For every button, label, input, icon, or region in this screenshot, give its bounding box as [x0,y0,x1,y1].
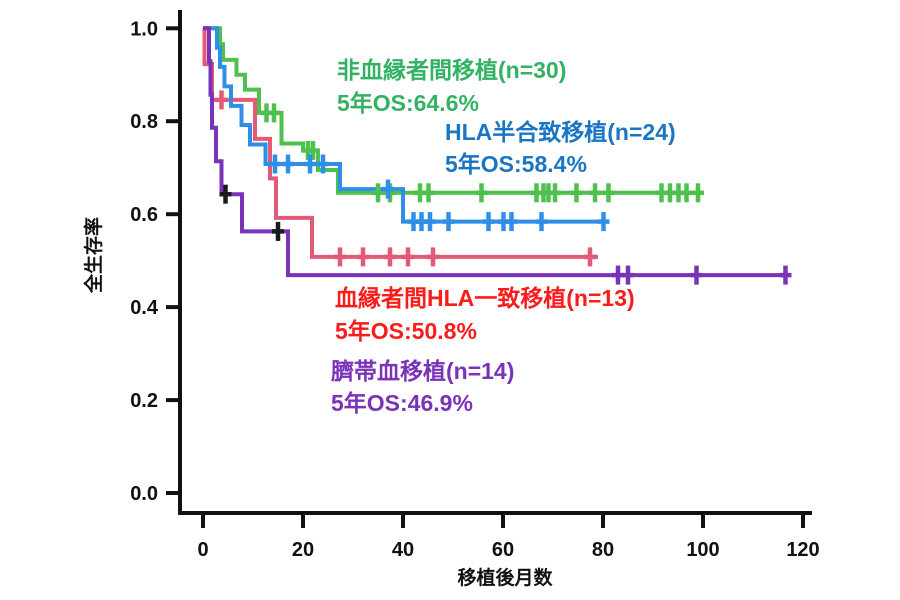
y-axis-title: 全生存率 [82,217,105,294]
x-tick-label: 0 [197,539,208,561]
legend-unrelated-donor-os: 5年OS:64.6% [337,90,479,116]
x-axis-title: 移植後月数 [457,566,553,589]
x-axis-ticks: 0 20 40 60 80 100 120 [197,513,820,561]
curve-cord-blood [203,26,786,278]
y-tick-label: 1.0 [130,18,158,40]
censor-marks [215,90,792,285]
legend-related-hla-matched-os: 5年OS:50.8% [335,318,477,344]
legend-cord-blood-name: 臍帯血移植(n=14) [331,358,514,384]
x-tick-label: 20 [292,539,314,561]
y-tick-label: 0.8 [130,111,158,133]
curve-unrelated-donor [203,26,698,195]
x-tick-label: 80 [592,539,614,561]
x-tick-label: 60 [492,539,514,561]
curve-hla-haploidentical [203,26,604,224]
y-tick-label: 0.6 [130,204,158,226]
x-tick-label: 40 [392,539,414,561]
survival-curves [202,26,786,278]
y-tick-label: 0.0 [130,483,158,505]
legend-cord-blood-os: 5年OS:46.9% [331,390,473,416]
legend-hla-haploidentical-os: 5年OS:58.4% [445,151,587,177]
y-tick-label: 0.2 [130,390,158,412]
x-tick-label: 120 [786,539,819,561]
legend-unrelated-donor-name: 非血縁者間移植(n=30) [337,57,566,83]
x-tick-label: 100 [686,539,719,561]
y-tick-label: 0.4 [130,297,159,319]
legend-related-hla-matched-name: 血縁者間HLA一致移植(n=13) [335,285,635,311]
legend-hla-haploidentical-name: HLA半合致移植(n=24) [445,119,676,145]
y-axis-ticks: 0.0 0.2 0.4 0.6 0.8 1.0 [130,18,180,505]
curve-related-hla-matched [202,26,598,259]
